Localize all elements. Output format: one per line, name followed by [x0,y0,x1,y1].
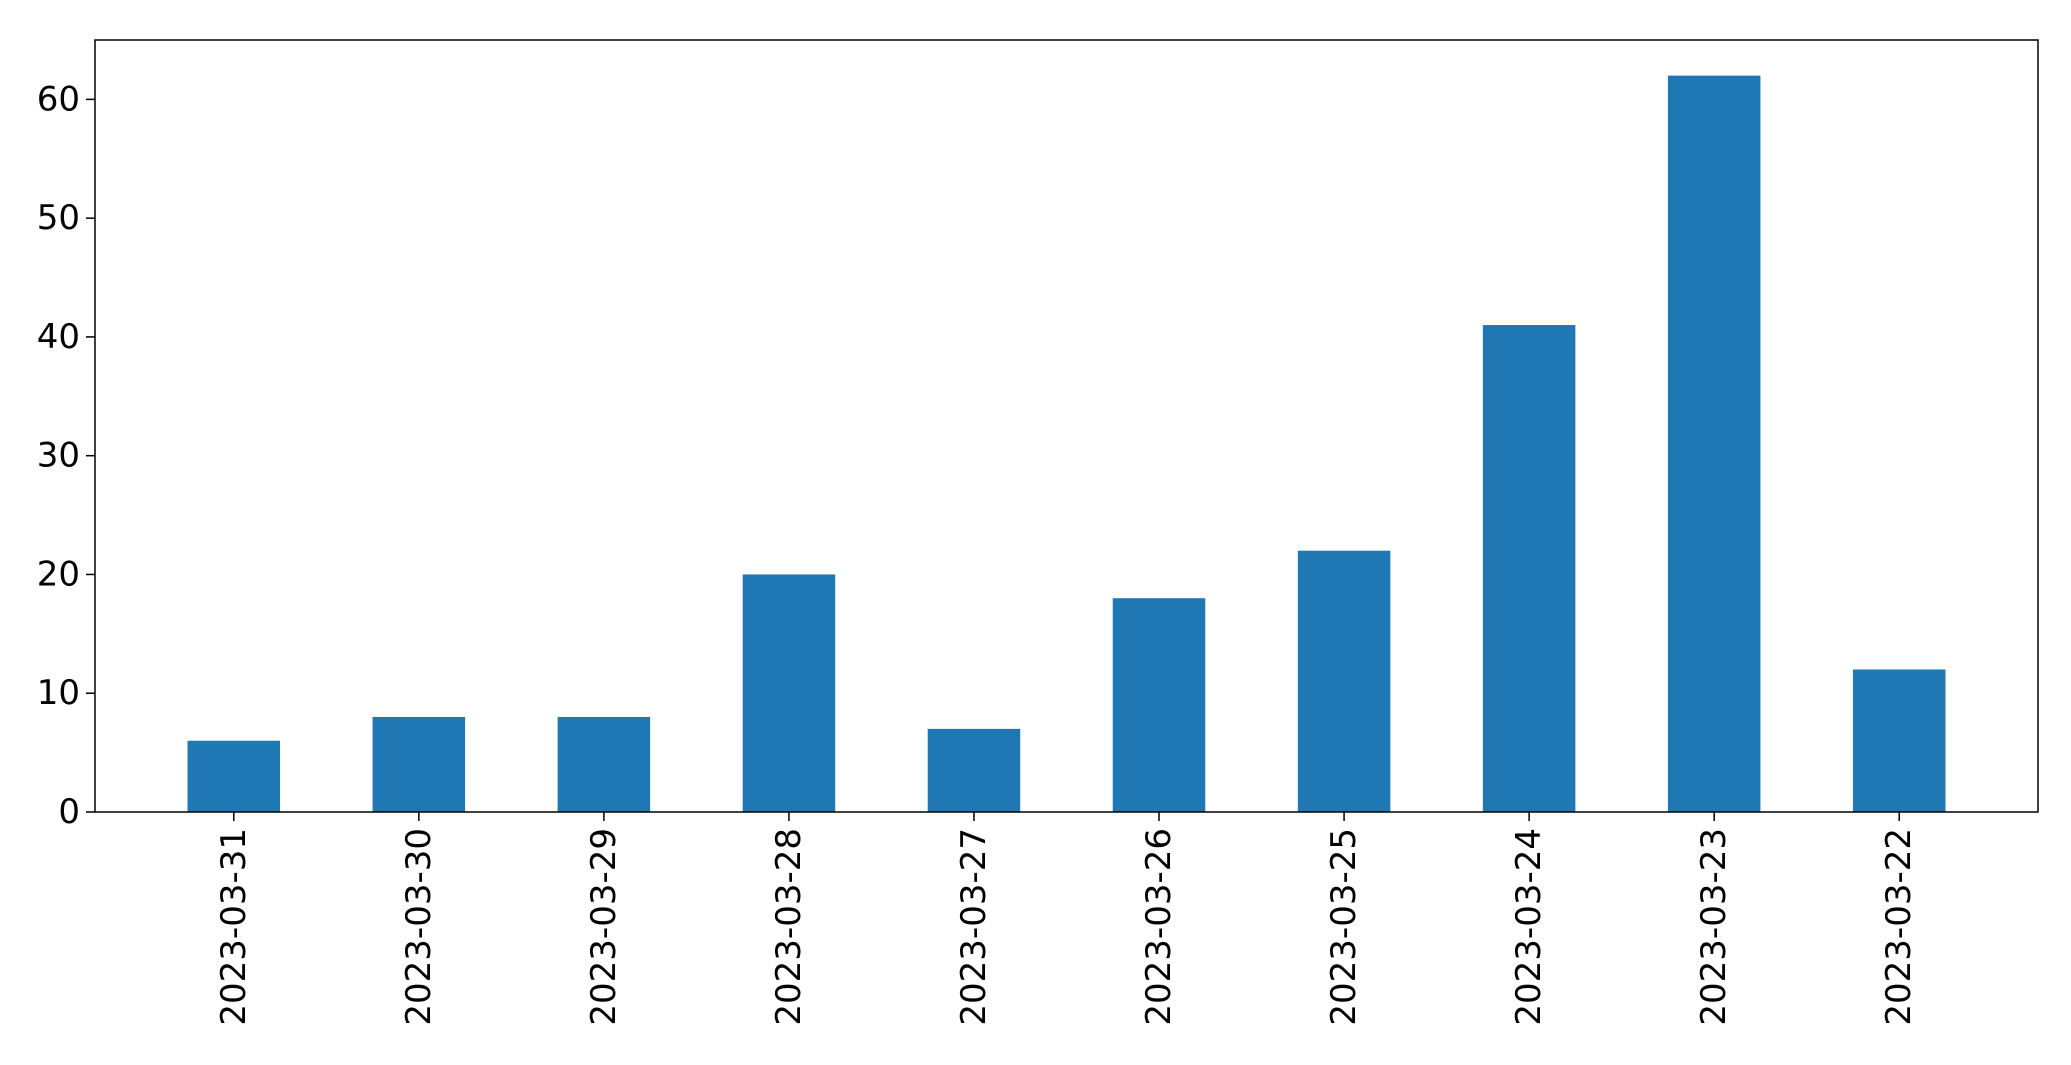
bar-2023-03-22 [1852,669,1946,812]
x-tick-label: 2023-03-24 [1509,828,1549,1026]
bar-2023-03-23 [1667,75,1761,812]
y-tick-label: 60 [37,79,80,119]
x-tick-label: 2023-03-25 [1324,828,1364,1026]
x-tick-label: 2023-03-29 [584,828,624,1026]
bar-2023-03-30 [372,716,466,812]
y-tick-label: 10 [37,673,80,713]
x-tick-label: 2023-03-22 [1879,828,1919,1026]
x-tick-label: 2023-03-28 [769,828,809,1026]
x-axis: 2023-03-31 2023-03-30 2023-03-29 2023-03-28… [214,812,1919,1026]
bar-2023-03-25 [1297,550,1391,812]
bar-2023-03-28 [742,574,836,812]
y-tick-label: 40 [37,317,80,357]
y-tick-label: 20 [37,554,80,594]
bar-2023-03-29 [557,716,651,812]
x-tick-label: 2023-03-27 [954,828,994,1026]
bar-2023-03-27 [927,728,1021,812]
bar-2023-03-24 [1482,325,1576,812]
bars-layer [187,75,1946,812]
y-tick-label: 50 [37,198,80,238]
y-axis: 0 10 20 30 40 50 60 [37,79,95,832]
x-tick-label: 2023-03-26 [1139,828,1179,1026]
bar-2023-03-31 [187,740,281,812]
plot-frame [94,39,2039,813]
y-tick-label: 0 [58,792,80,832]
bar-2023-03-26 [1112,598,1206,812]
y-tick-label: 30 [37,436,80,476]
x-tick-label: 2023-03-23 [1694,828,1734,1026]
x-tick-label: 2023-03-30 [399,828,439,1026]
x-tick-label: 2023-03-31 [214,828,254,1026]
